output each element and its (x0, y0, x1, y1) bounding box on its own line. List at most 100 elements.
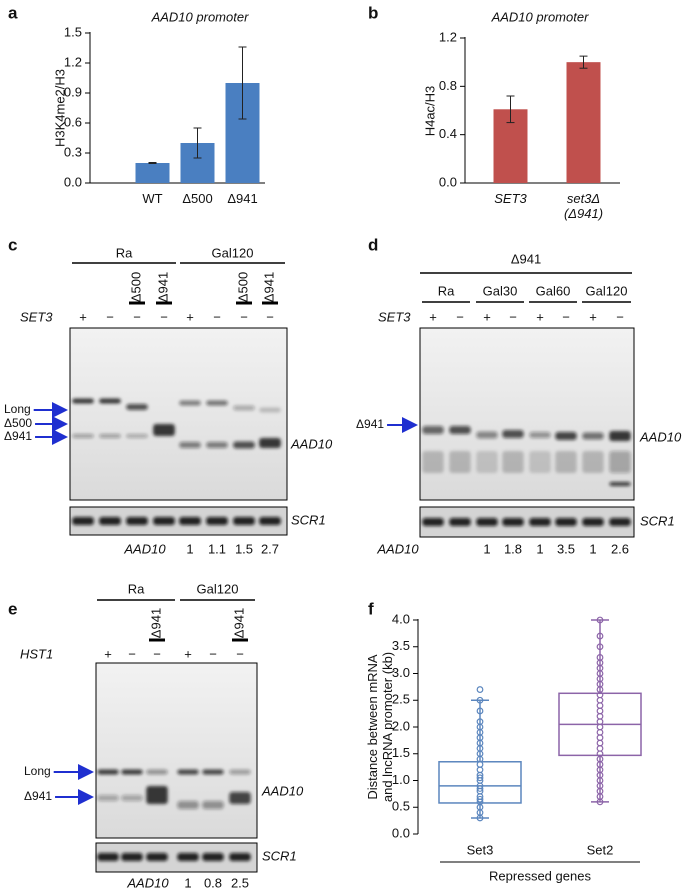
quant-value: 1.8 (504, 541, 522, 556)
quant-value: 1 (184, 875, 191, 890)
gel-band (72, 434, 94, 438)
gel-band (97, 769, 119, 775)
loading-band (449, 518, 471, 526)
lane-sign: − (213, 309, 221, 324)
y-tick-label: 2.0 (392, 718, 410, 733)
gel-band (229, 769, 251, 775)
y-tick-label: 0.0 (392, 825, 410, 840)
gel-band (582, 451, 604, 473)
band-label: AAD10 (261, 783, 304, 798)
gel-band (233, 441, 255, 449)
data-point (476, 707, 484, 715)
lane-group-label: Gal120 (197, 581, 239, 596)
bar (135, 163, 170, 183)
loading-band (529, 518, 551, 526)
lane-sign: + (184, 646, 192, 661)
gel-band (229, 792, 251, 804)
gel-band (146, 769, 168, 775)
y-tick-label: 0.4 (439, 126, 457, 141)
panel-letter: a (8, 3, 18, 22)
data-point (476, 718, 484, 726)
gel-band (233, 405, 255, 411)
panel-letter: b (368, 3, 378, 22)
quant-value: 1 (186, 541, 193, 556)
lane-group-label: Ra (116, 245, 133, 260)
quant-value: 2.7 (261, 541, 279, 556)
lane-sign: + (536, 309, 544, 324)
y-tick-label: 4.0 (392, 611, 410, 626)
loading-gel (419, 506, 635, 538)
gel-band (555, 432, 577, 440)
gel-band (449, 451, 471, 473)
loading-band (153, 517, 175, 525)
gel-image (69, 327, 288, 501)
row-label: HST1 (20, 646, 53, 661)
quant-label: AAD10 (123, 541, 166, 556)
lane-sign: + (589, 309, 597, 324)
panel-letter: c (8, 235, 17, 254)
lane-promoter: Δ500 (128, 272, 143, 302)
promoter-bar (236, 301, 252, 305)
y-axis-label: Distance between mRNA and lncRNA promote… (365, 651, 395, 803)
panel-letter: d (368, 235, 378, 254)
lane-sign: − (456, 309, 464, 324)
gel-band (476, 431, 498, 439)
loading-band (233, 517, 255, 525)
loading-band (609, 518, 631, 526)
lane-group-label: Gal120 (586, 283, 628, 298)
marker-label: Δ941 (4, 429, 32, 443)
loading-band (179, 517, 201, 525)
x-tick-label: Δ500 (182, 191, 213, 206)
band-label: AAD10 (639, 429, 682, 444)
data-point (596, 632, 604, 640)
quant-value: 2.6 (611, 541, 629, 556)
loading-band (146, 853, 168, 861)
quant-value: 1 (589, 541, 596, 556)
data-point (596, 654, 604, 661)
x-axis-label: Repressed genes (489, 868, 591, 883)
gel-band (202, 801, 224, 809)
loading-band (206, 517, 228, 525)
lane-sign: − (616, 309, 624, 324)
lane-group-label: Gal60 (536, 283, 571, 298)
promoter-bar (262, 301, 278, 305)
y-tick-label: 0.8 (439, 78, 457, 93)
y-tick-label: 0.0 (64, 174, 82, 189)
y-axis-label: H4ac/H3 (422, 85, 438, 136)
gel-band (206, 442, 228, 448)
gel-band (502, 451, 524, 473)
quant-value: 2.5 (231, 875, 249, 890)
gel-band (177, 769, 199, 775)
data-point (476, 774, 484, 782)
y-tick-label: 1.5 (64, 24, 82, 39)
gel-band (146, 786, 168, 804)
loading-band (177, 853, 199, 861)
loading-band (99, 517, 121, 525)
x-tick-label: set3Δ (Δ941) (563, 191, 604, 221)
data-point (596, 616, 604, 624)
lane-sign: − (133, 309, 141, 324)
y-tick-label: 1.2 (439, 29, 457, 44)
gel-band (449, 426, 471, 434)
gel-band (206, 400, 228, 406)
gel-band (529, 432, 551, 438)
lane-group-label: Gal30 (483, 283, 518, 298)
promoter-bar (232, 638, 248, 642)
loading-band (422, 518, 444, 526)
gel-band (121, 795, 143, 801)
loading-band (259, 517, 281, 525)
gel-band (99, 434, 121, 438)
lane-promoter: Δ941 (231, 608, 246, 638)
lane-group-label: Ra (128, 581, 145, 596)
promoter-bar (156, 301, 172, 305)
y-tick-label: 2.5 (392, 692, 410, 707)
gel-band (609, 482, 631, 486)
data-point (476, 785, 484, 792)
gel-band (179, 442, 201, 448)
gel-band (202, 769, 224, 775)
gel-band (121, 769, 143, 775)
panel-letter: f (368, 599, 374, 618)
y-tick-label: 3.5 (392, 638, 410, 653)
gel-band (72, 398, 94, 404)
loading-band (229, 853, 251, 861)
